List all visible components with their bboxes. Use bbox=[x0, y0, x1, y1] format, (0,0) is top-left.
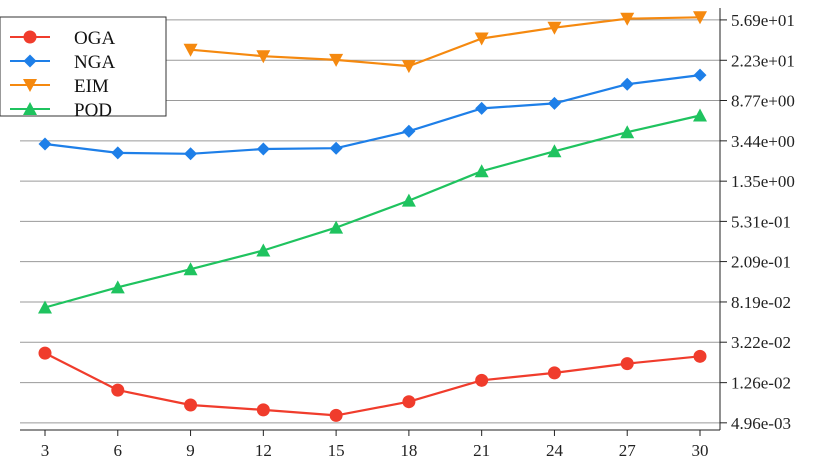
data-point-eim bbox=[620, 12, 635, 26]
series-line-nga bbox=[44, 74, 701, 155]
data-point-eim bbox=[474, 32, 489, 46]
x-tick-label: 3 bbox=[41, 441, 50, 460]
data-point-oga bbox=[475, 373, 489, 387]
data-point-oga bbox=[184, 398, 198, 412]
series-pod bbox=[38, 108, 707, 314]
legend-item-nga: NGA bbox=[10, 52, 115, 73]
legend-marker-pod bbox=[23, 102, 37, 115]
series-nga bbox=[38, 68, 707, 161]
legend-marker-oga bbox=[23, 30, 37, 44]
x-tick-label: 30 bbox=[692, 441, 709, 460]
data-point-nga bbox=[184, 147, 198, 161]
y-tick-label: 2.09e-01 bbox=[731, 253, 791, 272]
x-tick-label: 12 bbox=[255, 441, 272, 460]
data-point-pod bbox=[401, 193, 416, 207]
y-tick-label: 1.26e-02 bbox=[731, 374, 791, 393]
y-tick-label: 5.31e-01 bbox=[731, 212, 791, 231]
y-tick-label: 5.69e+01 bbox=[731, 11, 795, 30]
axes: 4.96e-03 1.26e-02 3.22e-02 8.19e-02 2.09e-01… bbox=[20, 8, 795, 460]
data-point-nga bbox=[693, 68, 707, 82]
data-point-oga bbox=[620, 357, 634, 371]
legend-marker-nga bbox=[23, 54, 37, 68]
data-point-oga bbox=[547, 366, 561, 380]
data-point-nga bbox=[620, 77, 634, 91]
legend: OGA NGA EIM POD bbox=[0, 16, 167, 121]
legend-label-oga: OGA bbox=[74, 28, 115, 49]
series-group bbox=[38, 11, 707, 422]
data-point-oga bbox=[402, 395, 416, 409]
data-point-pod bbox=[38, 300, 52, 314]
data-point-pod bbox=[329, 220, 344, 234]
data-point-nga bbox=[475, 101, 489, 115]
y-tick-label: 3.44e+00 bbox=[731, 132, 795, 151]
x-tick-label: 18 bbox=[400, 441, 417, 460]
data-point-pod bbox=[183, 262, 198, 276]
data-point-oga bbox=[38, 346, 52, 360]
data-point-pod bbox=[474, 164, 489, 178]
x-tick-label: 24 bbox=[546, 441, 564, 460]
legend-item-eim: EIM bbox=[10, 76, 109, 97]
data-point-oga bbox=[256, 403, 270, 417]
data-point-eim bbox=[183, 43, 198, 57]
series-line-pod bbox=[44, 114, 701, 309]
y-tick-label: 3.22e-02 bbox=[731, 333, 791, 352]
y-tick-label: 8.77e+00 bbox=[731, 92, 795, 111]
legend-item-pod: POD bbox=[10, 100, 112, 121]
data-point-eim bbox=[329, 53, 344, 67]
x-tick-label: 15 bbox=[328, 441, 345, 460]
data-point-nga bbox=[256, 142, 270, 156]
data-point-eim bbox=[256, 50, 271, 64]
data-point-pod bbox=[256, 243, 271, 257]
data-point-pod bbox=[693, 108, 707, 122]
legend-label-eim: EIM bbox=[74, 76, 109, 97]
series-line-eim bbox=[190, 16, 701, 68]
data-point-oga bbox=[329, 408, 343, 422]
data-point-nga bbox=[547, 96, 561, 110]
legend-label-nga: NGA bbox=[74, 52, 115, 73]
x-tick-label: 21 bbox=[473, 441, 490, 460]
legend-marker-eim bbox=[23, 79, 37, 92]
y-tick-label: 4.96e-03 bbox=[731, 414, 791, 433]
series-line-oga bbox=[44, 352, 701, 417]
series-oga bbox=[38, 346, 707, 422]
data-point-nga bbox=[329, 141, 343, 155]
data-point-eim bbox=[401, 60, 416, 74]
x-tick-label: 6 bbox=[114, 441, 123, 460]
legend-item-oga: OGA bbox=[10, 28, 115, 49]
data-point-oga bbox=[693, 349, 707, 363]
data-point-nga bbox=[402, 124, 416, 138]
data-point-nga bbox=[111, 146, 125, 160]
data-point-eim bbox=[693, 11, 707, 25]
data-point-pod bbox=[110, 280, 125, 294]
series-eim bbox=[183, 11, 707, 74]
data-point-eim bbox=[547, 21, 562, 35]
y-tick-label: 1.35e+00 bbox=[731, 172, 795, 191]
legend-label-pod: POD bbox=[74, 100, 112, 121]
data-point-oga bbox=[111, 383, 125, 397]
x-tick-label: 27 bbox=[619, 441, 637, 460]
x-tick-label: 9 bbox=[186, 441, 195, 460]
y-tick-label: 2.23e+01 bbox=[731, 51, 795, 70]
data-point-pod bbox=[620, 125, 635, 139]
data-point-pod bbox=[547, 144, 562, 158]
data-point-nga bbox=[38, 137, 52, 151]
y-tick-label: 8.19e-02 bbox=[731, 293, 791, 312]
